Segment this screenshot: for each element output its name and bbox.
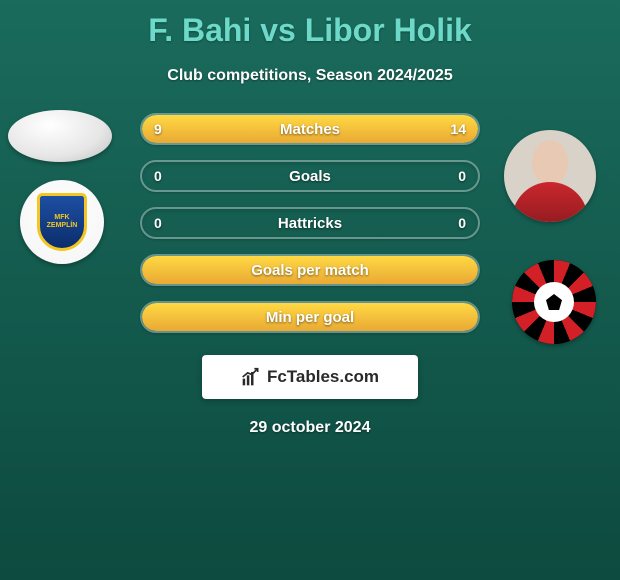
stat-bar: 0 0 Goals [140,160,480,192]
branding-text: FcTables.com [267,367,379,387]
stat-label: Min per goal [266,309,354,326]
stat-value-left: 0 [154,168,162,184]
stat-label: Matches [280,121,340,138]
stat-label: Goals [289,168,331,185]
chart-icon [241,367,261,387]
stat-value-left: 0 [154,215,162,231]
club-left-shield: MFK ZEMPLÍN [37,193,87,251]
comparison-date: 29 october 2024 [0,419,620,437]
stat-bar: Goals per match [140,254,480,286]
stat-value-left: 9 [154,121,162,137]
club-left-text: MFK ZEMPLÍN [40,214,84,229]
stat-value-right: 0 [458,215,466,231]
club-right-badge [512,260,596,344]
comparison-subtitle: Club competitions, Season 2024/2025 [0,67,620,85]
stat-bar: 9 14 Matches [140,113,480,145]
player-right-avatar [504,130,596,222]
stat-label: Goals per match [251,262,369,279]
stat-bar: 0 0 Hattricks [140,207,480,239]
stat-bar: Min per goal [140,301,480,333]
stat-label: Hattricks [278,215,342,232]
club-left-badge: MFK ZEMPLÍN [20,180,104,264]
club-right-ball-icon [534,282,574,322]
branding-badge: FcTables.com [202,355,418,399]
stat-value-right: 14 [450,121,466,137]
player-left-avatar [8,110,112,162]
comparison-title: F. Bahi vs Libor Holik [0,0,620,49]
stat-value-right: 0 [458,168,466,184]
